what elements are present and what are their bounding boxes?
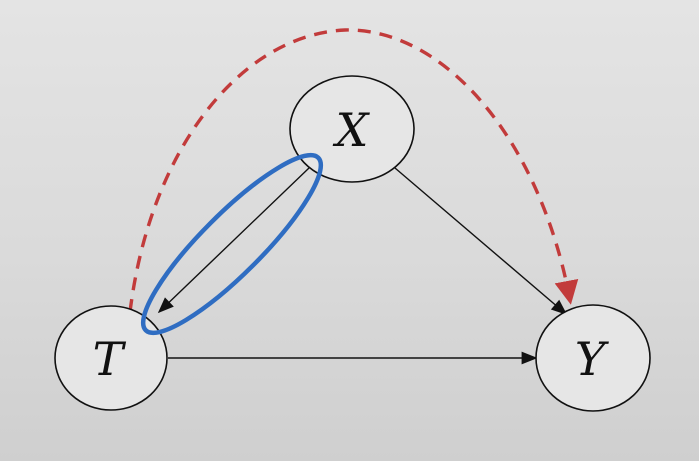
edge-x-to-t <box>157 167 310 314</box>
edge-x-to-y <box>394 167 568 316</box>
node-y: Y <box>535 304 651 412</box>
node-t-label: T <box>93 332 127 386</box>
node-x-label: X <box>333 103 371 157</box>
node-t: T <box>54 305 168 411</box>
node-y-label: Y <box>575 332 610 386</box>
backdoor-path-edge <box>128 28 579 313</box>
node-x: X <box>289 75 415 183</box>
highlight-ellipse <box>140 152 324 336</box>
